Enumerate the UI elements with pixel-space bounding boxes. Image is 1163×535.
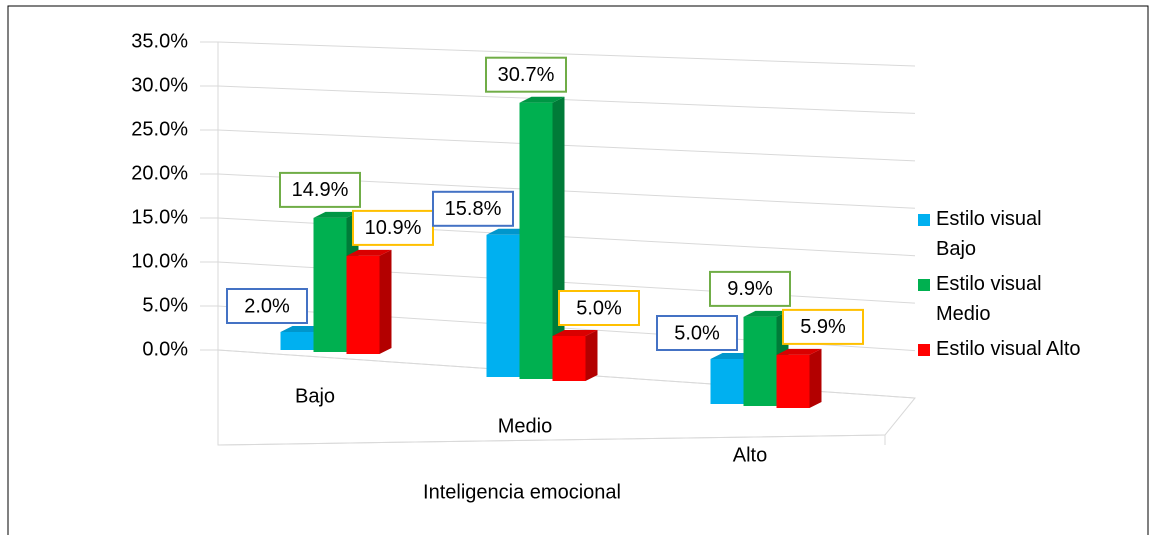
data-label-box xyxy=(485,56,567,93)
grid-line xyxy=(217,129,916,162)
y-tick-label: 30.0% xyxy=(131,74,188,96)
y-tick-label: 20.0% xyxy=(131,162,188,184)
bar-side xyxy=(379,249,392,354)
grid-line xyxy=(217,85,916,114)
data-label: 15.8% xyxy=(445,198,502,220)
bar-side xyxy=(585,330,598,381)
data-label: 5.9% xyxy=(800,316,846,338)
bar xyxy=(710,359,744,404)
bar-side xyxy=(809,348,822,408)
bar xyxy=(313,217,347,352)
data-label: 2.0% xyxy=(244,295,290,317)
bar xyxy=(346,255,380,354)
x-axis-title: Inteligencia emocional xyxy=(423,481,621,503)
bar-top xyxy=(743,310,789,317)
x-tick-label: Bajo xyxy=(295,385,335,407)
bar xyxy=(776,354,810,408)
data-label-box xyxy=(432,190,514,227)
bar-top xyxy=(519,96,565,103)
legend-label: Estilo visual Medio xyxy=(936,273,1042,325)
x-tick-label: Alto xyxy=(733,444,767,466)
x-tick-label: Medio xyxy=(498,415,552,437)
y-tick-label: 5.0% xyxy=(142,294,188,316)
data-label-box xyxy=(782,308,864,345)
legend-swatch xyxy=(918,344,930,356)
y-tick-label: 25.0% xyxy=(131,118,188,140)
y-tick-label: 0.0% xyxy=(142,338,188,360)
legend-swatch xyxy=(918,279,930,291)
bar-top xyxy=(552,330,598,336)
data-label: 14.9% xyxy=(292,179,349,201)
data-label-box xyxy=(709,270,791,307)
data-label: 10.9% xyxy=(365,217,422,239)
y-tick-label: 15.0% xyxy=(131,206,188,228)
bar xyxy=(743,316,777,406)
data-label-box xyxy=(279,171,361,208)
floor-edge xyxy=(217,434,886,446)
legend-label: Estilo visual Bajo xyxy=(936,208,1042,260)
bar-top xyxy=(313,211,359,218)
y-tick-label: 35.0% xyxy=(131,30,188,52)
bar xyxy=(486,234,520,377)
bar-top xyxy=(346,249,392,256)
bar-top xyxy=(776,348,822,355)
bar xyxy=(280,332,314,350)
frame xyxy=(7,5,1149,535)
data-label: 5.0% xyxy=(576,297,622,319)
legend-label: Estilo visual Alto xyxy=(936,338,1081,360)
data-label: 30.7% xyxy=(498,64,555,86)
data-label: 5.0% xyxy=(674,322,720,344)
data-label-box xyxy=(352,209,434,246)
data-label-box xyxy=(656,315,738,351)
legend-swatch xyxy=(918,214,930,226)
data-label: 9.9% xyxy=(727,278,773,300)
grid-line xyxy=(217,41,916,67)
y-tick-label: 10.0% xyxy=(131,250,188,272)
bar xyxy=(552,336,586,381)
data-label-box xyxy=(558,290,640,326)
bar xyxy=(519,102,553,379)
data-label-box xyxy=(226,288,308,324)
